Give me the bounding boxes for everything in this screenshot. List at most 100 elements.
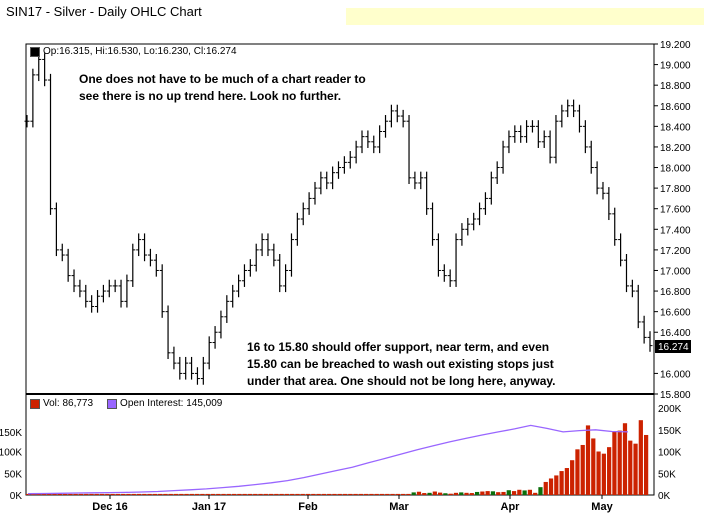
ohlc-bar [283, 264, 289, 293]
ohlc-bar [65, 248, 71, 282]
price-tick-label: 17.400 [660, 225, 691, 236]
volume-bar [311, 493, 316, 495]
ohlc-bar [306, 192, 312, 215]
price-tick-label: 18.000 [660, 164, 691, 175]
volume-bar [496, 492, 501, 495]
volume-tick-label-right: 150K [658, 426, 682, 437]
volume-bar [464, 492, 469, 495]
ohlc-bar [106, 279, 112, 298]
ohlc-bar [71, 269, 77, 293]
volume-bar [364, 493, 369, 495]
ohlc-bar [271, 243, 277, 267]
ohlc-bar [383, 115, 389, 138]
volume-bar [126, 493, 131, 495]
ohlc-bar [147, 248, 153, 267]
ohlc-bar [330, 166, 336, 190]
volume-bar [295, 493, 300, 495]
volume-legend-swatch [30, 398, 40, 409]
volume-bar [601, 453, 606, 495]
ohlc-bar [159, 264, 165, 318]
price-tick-label: 17.800 [660, 184, 691, 195]
volume-bar [168, 493, 173, 495]
price-tick-label: 16.000 [660, 369, 691, 380]
volume-bar [511, 491, 517, 495]
volume-bar [570, 460, 575, 495]
ohlc-bar [482, 192, 488, 215]
ohlc-bar [535, 120, 541, 148]
price-tick-label: 16.400 [660, 328, 691, 339]
ohlc-bar [524, 120, 530, 143]
ohlc-bar [424, 171, 430, 215]
volume-bar [474, 491, 480, 495]
volume-bar [147, 493, 152, 495]
ohlc-bar [453, 233, 459, 287]
ohlc-bar [606, 187, 612, 221]
volume-bar [385, 493, 390, 495]
volume-bar [216, 493, 221, 495]
volume-bar [115, 493, 121, 495]
ohlc-bar [341, 156, 347, 174]
ohlc-bar [618, 233, 624, 267]
volume-bar [443, 493, 448, 495]
price-tick-label: 18.800 [660, 81, 691, 92]
volume-bar [232, 493, 237, 495]
price-tick-label: 18.200 [660, 143, 691, 154]
last-price-label: 16.274 [658, 342, 689, 353]
ohlc-bar [488, 171, 494, 205]
ohlc-bar [177, 356, 183, 380]
ohlc-bar [53, 202, 59, 257]
price-axis: 19.200 19.000 18.800 18.600 18.400 18.200 18.0… [654, 40, 691, 401]
volume-tick-label-right: 0K [658, 491, 671, 502]
volume-bar [633, 443, 638, 495]
volume-bar [305, 493, 311, 495]
ohlc-bar [259, 233, 265, 257]
ohlc-bar [24, 115, 30, 128]
annotation-top: One does not have to be much of a chart … [79, 71, 366, 105]
ohlc-bar [236, 274, 242, 298]
volume-bar [585, 425, 591, 495]
ohlc-legend: Op:16.315, Hi:16.530, Lo:16.230, Cl:16.2… [30, 46, 237, 57]
volume-bar [401, 493, 406, 495]
price-tick-label: 19.200 [660, 40, 691, 51]
x-tick-label: Feb [298, 501, 318, 513]
volume-bar [263, 493, 268, 495]
ohlc-bar [594, 161, 600, 195]
ohlc-high: Hi:16.530 [95, 46, 139, 57]
volume-bar [110, 493, 115, 495]
volume-bar [427, 492, 432, 495]
price-tick-label: 17.600 [660, 205, 691, 216]
volume-bar [237, 493, 242, 495]
volume-bar [411, 492, 416, 495]
volume-bar [432, 491, 437, 495]
volume-bar [221, 493, 226, 495]
ohlc-bar [230, 284, 236, 308]
ohlc-bar [83, 284, 89, 308]
ohlc-bar [241, 264, 247, 287]
volume-bar [184, 493, 189, 495]
ohlc-bar [130, 243, 136, 287]
ohlc-bar [430, 202, 436, 246]
ohlc-bar [576, 104, 582, 133]
volume-bar [612, 431, 617, 495]
volume-bar [26, 493, 31, 495]
volume-bar [538, 487, 543, 495]
ohlc-bar [500, 140, 506, 174]
ohlc-bar [629, 279, 635, 298]
ohlc-bar [294, 212, 300, 246]
volume-bar [617, 430, 622, 495]
volume-bar [533, 492, 538, 495]
volume-bar [453, 492, 459, 495]
ohlc-bar [171, 346, 177, 370]
x-tick-label: Apr [501, 501, 521, 513]
ohlc-bar [400, 109, 406, 128]
ohlc-bar [48, 73, 54, 215]
ohlc-bar [547, 130, 553, 164]
ohlc-legend-swatch [30, 46, 40, 57]
price-tick-label: 18.600 [660, 102, 691, 113]
volume-bar [379, 493, 385, 495]
volume-bar [136, 493, 142, 495]
volume-bar [406, 493, 411, 495]
volume-bar [517, 489, 522, 495]
ohlc-bar [359, 130, 365, 154]
